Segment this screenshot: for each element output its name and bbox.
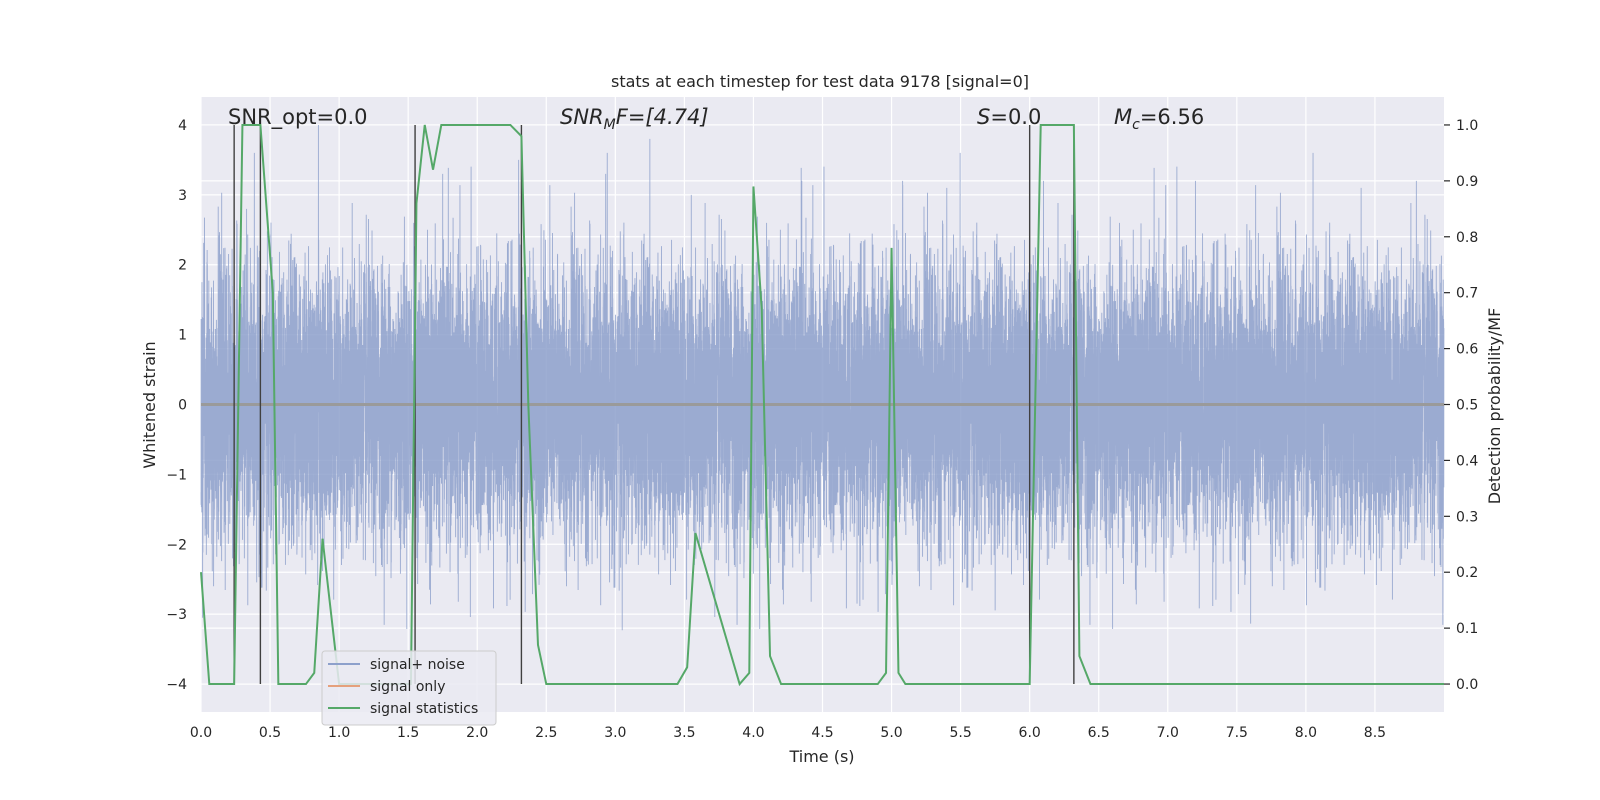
s-symbol: S xyxy=(977,105,990,129)
mc-value: =6.56 xyxy=(1140,105,1204,129)
snr-mf-value: F=[4.74] xyxy=(616,105,709,129)
snr-mf-subscript: M xyxy=(604,117,616,133)
x-tick-label: 5.5 xyxy=(949,725,971,741)
x-tick-label: 1.0 xyxy=(328,725,350,741)
legend-label-noise: signal+ noise xyxy=(370,657,465,673)
y-right-tick-label: 1.0 xyxy=(1456,118,1478,134)
x-tick-label: 3.5 xyxy=(673,725,695,741)
y-axis-ticks-right: 0.0 0.1 0.2 0.3 0.4 0.5 0.6 0.7 0.8 0.9 1.0 xyxy=(1444,118,1478,693)
y-right-tick-label: 0.4 xyxy=(1456,453,1478,469)
x-tick-label: 6.0 xyxy=(1019,725,1041,741)
noise-line xyxy=(200,124,1445,631)
y-tick-label: −3 xyxy=(166,607,187,623)
y-tick-label: 1 xyxy=(178,328,187,344)
x-tick-label: 6.5 xyxy=(1088,725,1110,741)
y-tick-label: 3 xyxy=(178,188,187,204)
statistics-line xyxy=(200,123,1444,687)
x-tick-label: 4.5 xyxy=(811,725,833,741)
y-tick-label: −4 xyxy=(166,677,187,693)
y-axis-ticks-left: −4 −3 −2 −1 0 1 2 3 4 xyxy=(166,118,187,693)
x-tick-label: 7.0 xyxy=(1157,725,1179,741)
x-axis-ticks: 0.0 0.5 1.0 1.5 2.0 2.5 3.0 3.5 4.0 4.5 5.0 5.5 6.0 6… xyxy=(190,725,1386,741)
x-tick-label: 0.0 xyxy=(190,725,212,741)
x-tick-label: 8.0 xyxy=(1295,725,1317,741)
x-tick-label: 0.5 xyxy=(259,725,281,741)
y-right-tick-label: 0.7 xyxy=(1456,286,1478,302)
y-right-tick-label: 0.0 xyxy=(1456,677,1478,693)
legend-box xyxy=(321,650,497,726)
legend-label-signal: signal only xyxy=(370,679,445,695)
s-annotation: S=0.0 xyxy=(977,105,1041,129)
x-tick-label: 2.5 xyxy=(535,725,557,741)
snr-opt-annotation: SNR_opt=0.0 xyxy=(228,105,368,130)
x-tick-label: 4.0 xyxy=(742,725,764,741)
y-axis-label: Whitened strain xyxy=(140,341,159,468)
y-right-tick-label: 0.5 xyxy=(1456,398,1478,414)
x-tick-label: 7.5 xyxy=(1226,725,1248,741)
mc-subscript: c xyxy=(1132,117,1140,133)
legend: signal+ noise signal only signal statist… xyxy=(321,650,497,726)
x-tick-label: 5.0 xyxy=(880,725,902,741)
y-tick-label: 0 xyxy=(178,398,187,414)
y-axis-label-right: Detection probability/MF xyxy=(1485,308,1504,505)
window-boundary-lines xyxy=(233,124,1075,685)
mc-annotation: Mc=6.56 xyxy=(1114,105,1204,133)
statistics-series xyxy=(200,123,1444,687)
snr-mf-symbol: SNR xyxy=(560,105,604,129)
x-tick-label: 1.5 xyxy=(397,725,419,741)
y-right-tick-label: 0.1 xyxy=(1456,621,1478,637)
y-tick-label: 4 xyxy=(178,118,187,134)
legend-label-statistics: signal statistics xyxy=(370,701,478,717)
y-tick-label: −1 xyxy=(166,467,187,483)
snr-mf-annotation: SNRMF=[4.74] xyxy=(560,105,709,133)
x-tick-label: 8.5 xyxy=(1364,725,1386,741)
y-right-tick-label: 0.3 xyxy=(1456,509,1478,525)
y-right-tick-label: 0.6 xyxy=(1456,342,1478,358)
y-tick-label: 2 xyxy=(178,258,187,274)
chart-title: stats at each timestep for test data 917… xyxy=(611,72,1029,91)
s-value: =0.0 xyxy=(990,105,1041,129)
noise-series xyxy=(200,124,1445,631)
y-right-tick-label: 0.2 xyxy=(1456,565,1478,581)
x-tick-label: 2.0 xyxy=(466,725,488,741)
y-right-tick-label: 0.8 xyxy=(1456,230,1478,246)
y-right-tick-label: 0.9 xyxy=(1456,174,1478,190)
y-tick-label: −2 xyxy=(166,537,187,553)
x-tick-label: 3.0 xyxy=(604,725,626,741)
x-axis-label: Time (s) xyxy=(788,747,854,766)
mc-symbol: M xyxy=(1114,105,1132,129)
